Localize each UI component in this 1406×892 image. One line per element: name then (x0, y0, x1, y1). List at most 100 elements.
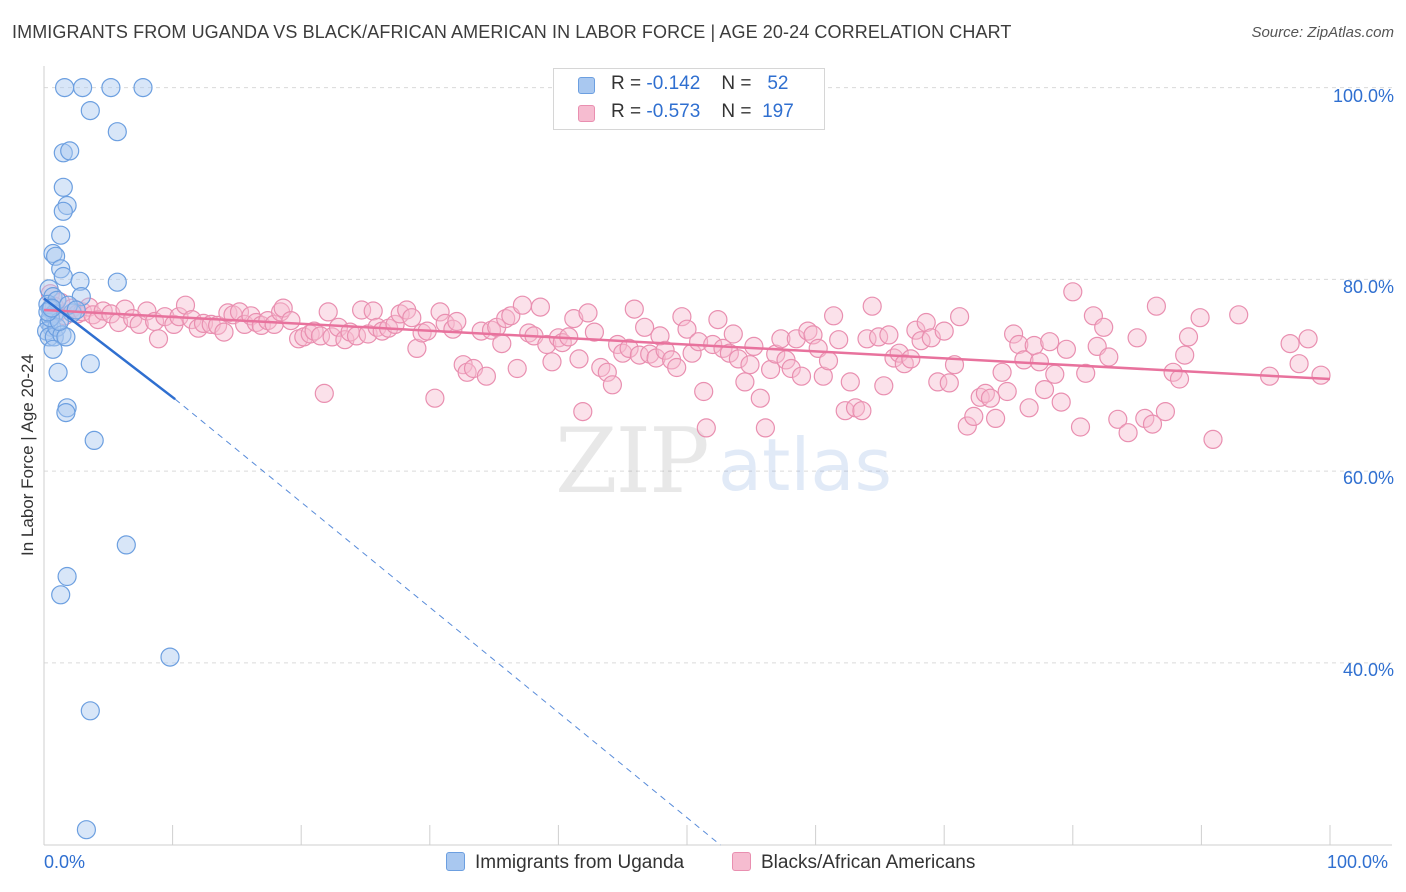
pink-point-67 (425, 388, 445, 408)
gridlines (44, 87, 1392, 664)
y-tick-label-40: 40.0% (1342, 660, 1394, 680)
pink-point-126 (744, 336, 764, 356)
pink-point-48 (318, 302, 338, 322)
legend-n-value-1: 52 (767, 73, 789, 94)
legend-r-label-1: R = (611, 73, 642, 94)
blue-point-0 (54, 77, 75, 98)
series-immigrants-from-uganda (36, 77, 180, 840)
axes (43, 66, 1392, 846)
pink-point-102 (619, 338, 639, 358)
pink-point-189 (1094, 317, 1114, 337)
pink-point-88 (542, 352, 562, 372)
y-tick-label-80: 80.0% (1342, 277, 1394, 297)
pink-point-170 (985, 408, 1006, 428)
blue-point-42 (51, 585, 71, 605)
blue-point-41 (57, 566, 77, 587)
legend-swatch-pink (578, 105, 595, 122)
pink-point-173 (1003, 324, 1024, 344)
pink-point-86 (530, 297, 551, 317)
blue-point-49 (42, 298, 62, 318)
pink-point-164 (949, 307, 970, 327)
blue-point-16 (70, 271, 90, 291)
pink-point-79 (492, 334, 512, 354)
pink-point-153 (889, 343, 909, 363)
pink-point-98 (597, 362, 617, 382)
pink-point-109 (655, 340, 675, 360)
series-blacks-african-americans (40, 282, 1331, 449)
pink-point-92 (564, 309, 584, 329)
pink-point-207 (1289, 354, 1309, 374)
pink-point-75 (471, 321, 491, 341)
pink-point-11 (93, 301, 113, 321)
pink-point-191 (1108, 409, 1128, 429)
pink-point-196 (1146, 296, 1167, 316)
pink-point-119 (708, 310, 728, 330)
pink-point-135 (791, 366, 812, 386)
pink-point-156 (906, 320, 926, 340)
pink-point-146 (852, 401, 872, 421)
pink-point-29 (214, 322, 234, 342)
blue-point-5 (107, 122, 127, 142)
pink-point-82 (507, 358, 527, 379)
pink-point-197 (1155, 402, 1176, 422)
pink-point-104 (629, 345, 650, 365)
trend-lines (43, 297, 1331, 846)
y-tick-label-60: 60.0% (1342, 468, 1394, 488)
pink-point-116 (694, 381, 714, 402)
blue-point-13 (45, 246, 66, 266)
pink-point-148 (862, 296, 882, 316)
pink-point-180 (1040, 332, 1060, 352)
blue-point-36 (48, 362, 68, 382)
pink-point-108 (650, 326, 670, 346)
blue-point-35 (80, 354, 100, 374)
pink-point-131 (771, 329, 791, 349)
blue-point-11 (51, 225, 71, 245)
pink-point-71 (447, 311, 467, 332)
blue-point-15 (53, 266, 73, 287)
pink-point-179 (1034, 380, 1055, 400)
bottom-legend-swatch-pink (732, 852, 751, 871)
pink-point-96 (584, 322, 605, 342)
blue-point-38 (56, 403, 76, 423)
bottom-legend-black: Blacks/African Americans (732, 852, 975, 874)
pink-point-176 (1019, 398, 1039, 418)
pink-point-199 (1169, 369, 1190, 389)
pink-point-184 (1063, 282, 1083, 302)
pink-point-166 (964, 406, 984, 426)
pink-point-64 (407, 338, 427, 358)
pink-point-183 (1056, 339, 1077, 359)
pink-point-140 (818, 351, 839, 371)
pink-point-111 (667, 357, 687, 378)
x-tick-label-min: 0.0% (44, 852, 86, 872)
pink-point-41 (281, 311, 301, 331)
pink-point-193 (1127, 328, 1147, 348)
pink-point-94 (573, 402, 593, 422)
blue-point-7 (60, 141, 80, 161)
svg-text:ZIP: ZIP (555, 409, 708, 514)
pink-point-63 (402, 308, 422, 328)
blue-point-8 (53, 177, 73, 197)
chart-title: IMMIGRANTS FROM UGANDA VS BLACK/AFRICAN … (12, 22, 1012, 42)
pink-point-204 (1229, 305, 1249, 325)
legend-r-label-2: R = (611, 101, 642, 122)
pink-point-203 (1203, 429, 1223, 449)
legend-r-value-1: -0.142 (646, 73, 701, 94)
legend-n-value-2: 197 (762, 101, 794, 122)
pink-point-19 (148, 329, 169, 349)
pink-point-93 (569, 349, 589, 369)
trend-line-uganda-extension (174, 398, 721, 846)
blue-point-39 (84, 430, 104, 450)
pink-point-128 (755, 418, 776, 438)
bottom-legend-uganda: Immigrants from Uganda (446, 852, 684, 874)
source-credit: Source: ZipAtlas.com (1251, 24, 1394, 41)
legend-r-value-2: -0.573 (646, 101, 701, 122)
blue-point-1 (72, 77, 93, 98)
pink-point-206 (1280, 334, 1300, 354)
blue-point-10 (53, 201, 73, 221)
pink-point-23 (175, 295, 196, 315)
correlation-legend: R = -0.142 N = 52 R = -0.573 N = 197 (553, 68, 825, 130)
watermark: ZIP atlas (555, 409, 892, 514)
pink-point-113 (677, 319, 697, 339)
pink-point-112 (672, 307, 692, 327)
